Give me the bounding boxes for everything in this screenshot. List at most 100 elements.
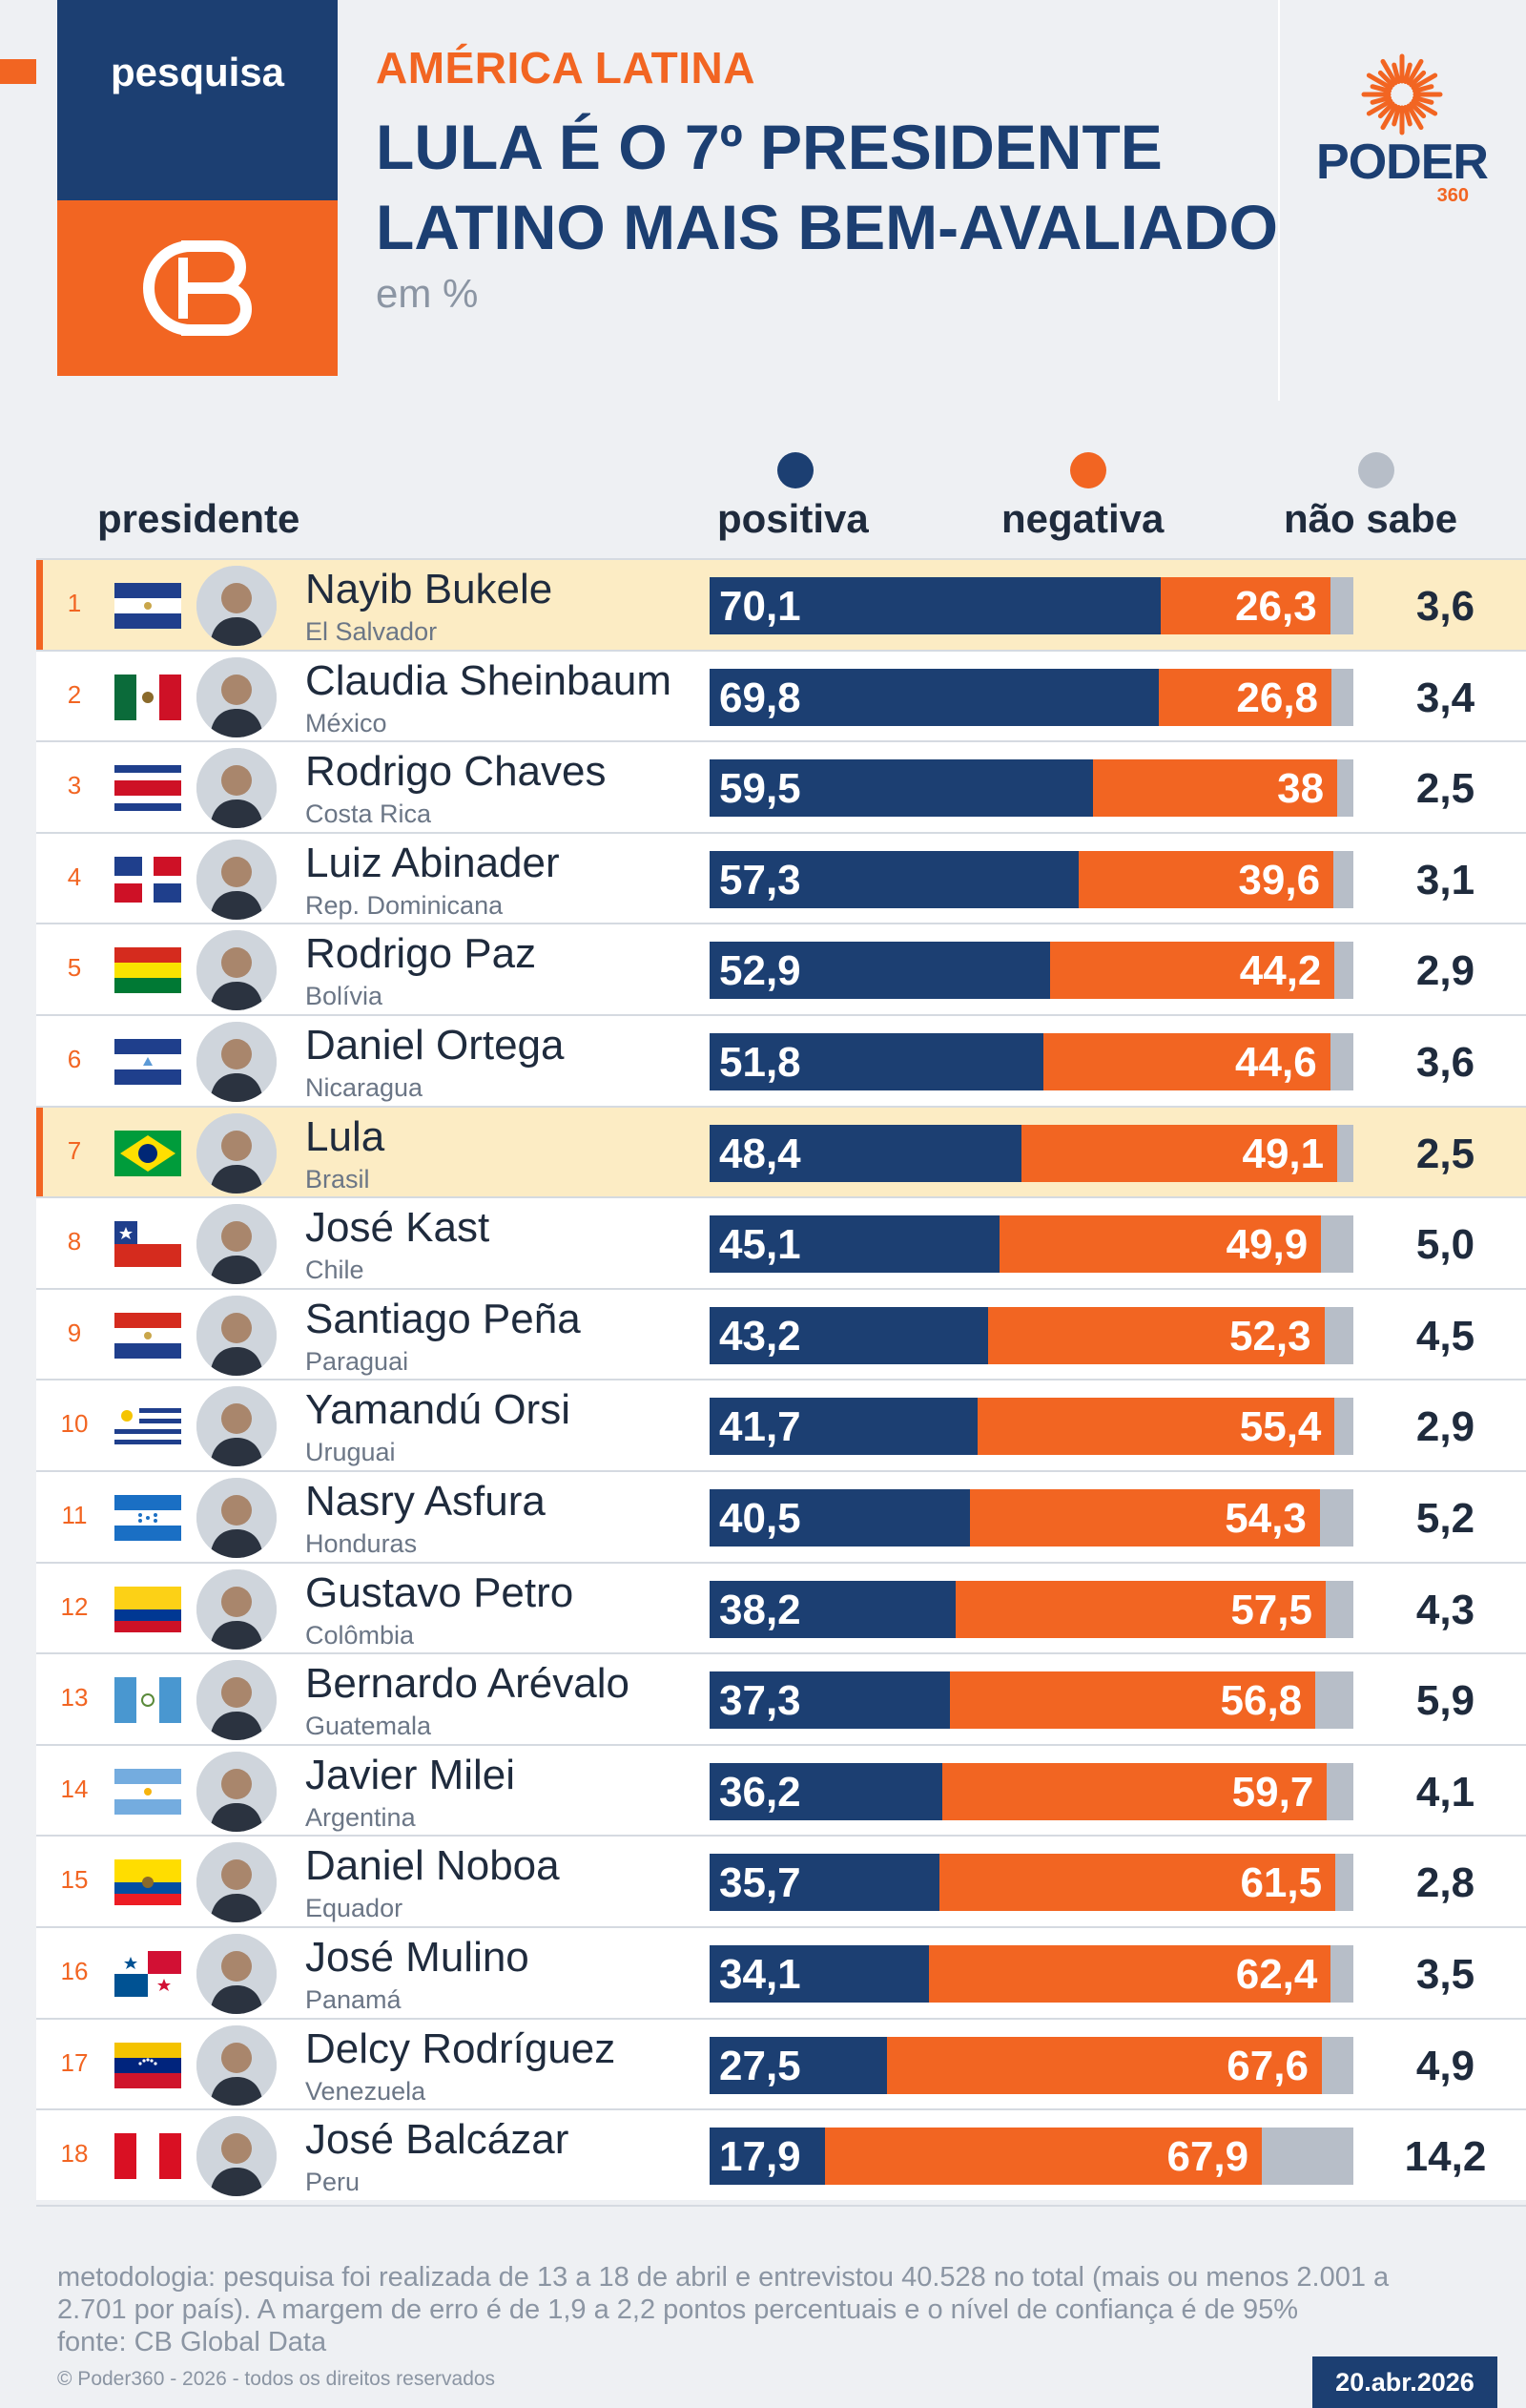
value-negative: 49,1 bbox=[1242, 1130, 1325, 1177]
bar-positive bbox=[710, 1124, 1021, 1182]
president-photo bbox=[196, 1204, 277, 1285]
bar-unknown bbox=[1325, 1580, 1353, 1638]
president-photo bbox=[196, 656, 277, 737]
bar-negative bbox=[1000, 1215, 1322, 1274]
flag-honduras bbox=[114, 1495, 181, 1541]
flag-paraguay bbox=[114, 1312, 181, 1359]
president-country: Paraguai bbox=[305, 1346, 409, 1376]
title-line-1: LULA É O 7º PRESIDENTE bbox=[376, 112, 1163, 182]
flag-argentina bbox=[114, 1768, 181, 1815]
bar-unknown bbox=[1335, 1854, 1353, 1912]
president-name: José Mulino bbox=[305, 1934, 529, 1981]
flag-panama bbox=[114, 1951, 181, 1997]
brand-word: PODER bbox=[1316, 135, 1489, 190]
president-photo bbox=[196, 2024, 277, 2106]
president-country: México bbox=[305, 708, 387, 737]
bar-positive bbox=[710, 1489, 971, 1547]
bar-negative bbox=[1021, 1124, 1338, 1182]
president-name: Claudia Sheinbaum bbox=[305, 656, 672, 704]
president-name: José Balcázar bbox=[305, 2116, 569, 2164]
value-negative: 56,8 bbox=[1220, 1677, 1303, 1725]
rank-number: 9 bbox=[67, 1318, 82, 1347]
flag-colombia bbox=[114, 1586, 181, 1632]
bar-unknown bbox=[1321, 1215, 1353, 1274]
president-name: Javier Milei bbox=[305, 1751, 516, 1798]
president-country: Chile bbox=[305, 1256, 364, 1285]
approval-bar bbox=[710, 1671, 1353, 1730]
president-name: Gustavo Petro bbox=[305, 1568, 574, 1616]
bar-positive bbox=[710, 668, 1160, 726]
rank-number: 6 bbox=[67, 1045, 82, 1073]
rank-number: 5 bbox=[67, 953, 82, 983]
rank-number: 3 bbox=[67, 771, 82, 800]
approval-bar bbox=[710, 1215, 1353, 1274]
column-positive: positiva bbox=[717, 496, 869, 541]
value-negative: 67,6 bbox=[1227, 2042, 1309, 2089]
bar-unknown bbox=[1321, 2036, 1353, 2094]
rank-number: 10 bbox=[60, 1409, 89, 1439]
approval-bar bbox=[710, 1033, 1353, 1090]
president-country: Guatemala bbox=[305, 1712, 432, 1741]
bar-unknown bbox=[1324, 1306, 1353, 1364]
title-line-2: LATINO MAIS BEM-AVALIADO bbox=[376, 192, 1278, 262]
rank-number: 2 bbox=[67, 679, 82, 709]
president-photo bbox=[196, 1568, 277, 1650]
bar-positive bbox=[710, 1215, 1000, 1274]
president-photo bbox=[196, 1386, 277, 1467]
president-country: Nicaragua bbox=[305, 1073, 423, 1102]
president-country: Panamá bbox=[305, 1985, 402, 2014]
president-country: Rep. Dominicana bbox=[305, 890, 504, 920]
flag-guatemala bbox=[114, 1677, 181, 1724]
sun-burst-icon bbox=[1361, 53, 1443, 135]
bar-positive bbox=[710, 942, 1051, 1000]
legend-dot-positive bbox=[777, 452, 814, 488]
legend-dot-negative bbox=[1070, 452, 1106, 488]
value-positive: 34,1 bbox=[719, 1951, 801, 1998]
value-unknown: 3,6 bbox=[1415, 1039, 1475, 1086]
value-unknown: 5,9 bbox=[1415, 1677, 1475, 1725]
bar-unknown bbox=[1334, 1398, 1353, 1456]
bar-negative bbox=[1159, 668, 1332, 726]
table-row: 12 Gustavo Petro Colômbia 38,2 57,5 4,3 bbox=[36, 1561, 1526, 1653]
value-positive: 41,7 bbox=[719, 1403, 801, 1451]
president-name: José Kast bbox=[305, 1204, 490, 1252]
approval-bar bbox=[710, 1398, 1353, 1456]
flag-ecuador bbox=[114, 1859, 181, 1906]
column-negative: negativa bbox=[1001, 496, 1165, 541]
header-divider bbox=[1278, 0, 1280, 401]
rank-number: 13 bbox=[60, 1683, 89, 1713]
bar-unknown bbox=[1334, 942, 1353, 1000]
publish-date: 20.abr.2026 bbox=[1312, 2356, 1497, 2408]
approval-bar bbox=[710, 1945, 1353, 2003]
value-positive: 36,2 bbox=[719, 1768, 801, 1816]
president-name: Santiago Peña bbox=[305, 1295, 581, 1342]
rank-number: 15 bbox=[60, 1865, 89, 1895]
flag-costa-rica bbox=[114, 765, 181, 812]
president-country: Argentina bbox=[305, 1802, 416, 1832]
approval-bar bbox=[710, 759, 1353, 818]
value-positive: 70,1 bbox=[719, 583, 801, 630]
table-row: 4 Luiz Abinader Rep. Dominicana 57,3 39,6 3,1 bbox=[36, 831, 1526, 924]
bar-positive bbox=[710, 1398, 979, 1456]
category-badge: pesquisa bbox=[57, 0, 338, 200]
value-unknown: 2,9 bbox=[1415, 1403, 1475, 1451]
value-positive: 35,7 bbox=[719, 1859, 801, 1907]
value-negative: 55,4 bbox=[1239, 1403, 1322, 1451]
approval-bar bbox=[710, 1762, 1353, 1820]
legend-dot-unknown bbox=[1358, 452, 1394, 488]
page-title: LULA É O 7º PRESIDENTE LATINO MAIS BEM-A… bbox=[376, 107, 1310, 267]
bar-negative bbox=[886, 2036, 1322, 2094]
value-positive: 59,5 bbox=[719, 765, 801, 813]
flag-bolivia bbox=[114, 947, 181, 994]
bar-unknown bbox=[1330, 1945, 1353, 2003]
president-country: Peru bbox=[305, 2168, 361, 2197]
column-unknown: não sabe bbox=[1284, 496, 1458, 541]
table-row: 17 Delcy Rodríguez Venezuela 27,5 67,6 4,9 bbox=[36, 2017, 1526, 2109]
value-unknown: 4,5 bbox=[1415, 1312, 1475, 1360]
value-unknown: 3,1 bbox=[1415, 856, 1475, 903]
table-row: 11 Nasry Asfura Honduras 40,5 54,3 5,2 bbox=[36, 1470, 1526, 1562]
bar-unknown bbox=[1337, 759, 1353, 818]
president-name: Luiz Abinader bbox=[305, 839, 560, 886]
president-country: Venezuela bbox=[305, 2076, 426, 2106]
bar-positive bbox=[710, 1762, 943, 1820]
